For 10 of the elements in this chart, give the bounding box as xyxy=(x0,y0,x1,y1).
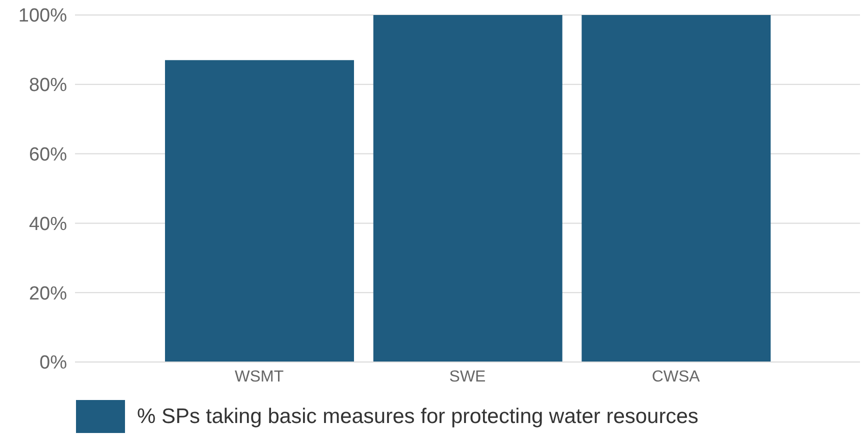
x-tick-label: WSMT xyxy=(234,368,284,386)
y-tick-label: 100% xyxy=(18,6,68,27)
y-tick-label: 60% xyxy=(28,144,68,166)
y-tick-label: 0% xyxy=(40,352,68,374)
y-tick-label: 80% xyxy=(28,75,68,96)
y-tick-label: 20% xyxy=(28,283,68,304)
x-tick-label: SWE xyxy=(449,368,486,386)
x-tick-label: CWSA xyxy=(652,368,700,386)
y-tick-label: 40% xyxy=(28,214,68,235)
legend-label: % SPs taking basic measures for protecting water resources xyxy=(137,404,698,428)
